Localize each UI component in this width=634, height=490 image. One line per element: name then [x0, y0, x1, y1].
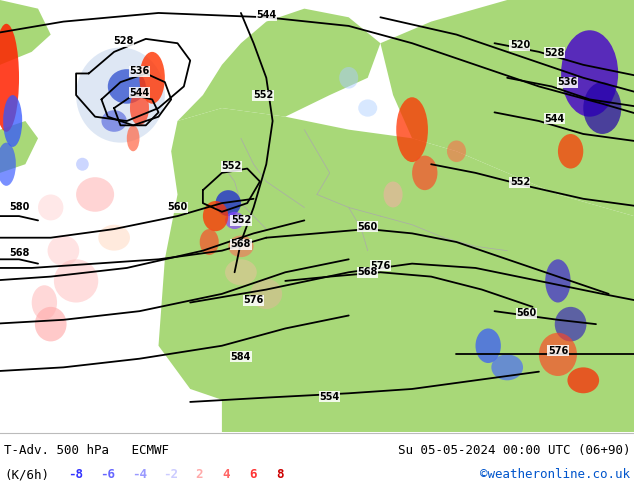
Text: 520: 520: [510, 40, 530, 50]
Ellipse shape: [54, 259, 98, 302]
Text: -6: -6: [100, 468, 115, 481]
Text: 568: 568: [9, 248, 29, 258]
Text: 4: 4: [222, 468, 230, 481]
Ellipse shape: [101, 110, 127, 132]
Ellipse shape: [583, 82, 621, 134]
Text: 576: 576: [548, 346, 568, 356]
Text: 536: 536: [557, 77, 578, 87]
Text: 576: 576: [243, 295, 264, 305]
Text: 528: 528: [545, 48, 565, 58]
Ellipse shape: [250, 279, 282, 309]
Ellipse shape: [412, 156, 437, 190]
Ellipse shape: [200, 229, 219, 255]
Text: 554: 554: [320, 392, 340, 402]
Text: 576: 576: [370, 261, 391, 271]
Ellipse shape: [48, 236, 79, 266]
Polygon shape: [0, 0, 51, 65]
Polygon shape: [178, 9, 380, 121]
Ellipse shape: [545, 259, 571, 302]
Ellipse shape: [555, 307, 586, 342]
Ellipse shape: [0, 143, 16, 186]
Ellipse shape: [76, 48, 165, 143]
Text: ©weatheronline.co.uk: ©weatheronline.co.uk: [480, 468, 630, 481]
Text: 560: 560: [358, 222, 378, 232]
Ellipse shape: [216, 190, 241, 216]
Text: 580: 580: [9, 202, 29, 213]
Text: (K/6h): (K/6h): [4, 468, 49, 481]
Text: 2: 2: [195, 468, 202, 481]
Polygon shape: [0, 121, 38, 173]
Text: 544: 544: [545, 114, 565, 124]
Ellipse shape: [539, 333, 577, 376]
Polygon shape: [380, 0, 634, 216]
Ellipse shape: [76, 158, 89, 171]
Ellipse shape: [491, 354, 523, 380]
Ellipse shape: [561, 30, 618, 117]
Text: 552: 552: [231, 216, 251, 225]
Ellipse shape: [98, 225, 130, 251]
Text: 528: 528: [113, 36, 134, 46]
Ellipse shape: [358, 99, 377, 117]
Text: 552: 552: [510, 177, 530, 187]
Text: 544: 544: [129, 88, 150, 98]
Ellipse shape: [567, 368, 599, 393]
Text: T-Adv. 500 hPa   ECMWF: T-Adv. 500 hPa ECMWF: [4, 444, 169, 457]
Text: 560: 560: [167, 202, 188, 213]
Ellipse shape: [130, 91, 149, 125]
Text: 584: 584: [231, 351, 251, 362]
Ellipse shape: [127, 125, 139, 151]
Ellipse shape: [139, 52, 165, 104]
Ellipse shape: [38, 195, 63, 220]
Text: 568: 568: [231, 239, 251, 249]
Ellipse shape: [396, 97, 428, 162]
Text: -8: -8: [68, 468, 83, 481]
Text: Su 05-05-2024 00:00 UTC (06+90): Su 05-05-2024 00:00 UTC (06+90): [398, 444, 630, 457]
Text: 552: 552: [221, 161, 242, 172]
Ellipse shape: [558, 134, 583, 169]
Ellipse shape: [339, 67, 358, 89]
Ellipse shape: [76, 177, 114, 212]
Text: 6: 6: [249, 468, 257, 481]
Text: -4: -4: [132, 468, 147, 481]
Ellipse shape: [35, 307, 67, 342]
Text: 8: 8: [276, 468, 283, 481]
Ellipse shape: [0, 24, 19, 132]
Ellipse shape: [228, 236, 254, 257]
Ellipse shape: [225, 212, 244, 229]
Text: 560: 560: [516, 308, 536, 318]
Ellipse shape: [384, 181, 403, 207]
Text: 568: 568: [358, 267, 378, 277]
Ellipse shape: [108, 69, 146, 104]
Text: 552: 552: [253, 90, 273, 100]
Text: 544: 544: [256, 10, 276, 20]
Ellipse shape: [225, 259, 257, 285]
Polygon shape: [158, 108, 634, 419]
Ellipse shape: [3, 95, 22, 147]
Ellipse shape: [203, 201, 228, 231]
Text: 536: 536: [129, 66, 150, 76]
Polygon shape: [222, 346, 634, 432]
Text: -2: -2: [163, 468, 178, 481]
Ellipse shape: [447, 141, 466, 162]
Ellipse shape: [32, 285, 57, 320]
Ellipse shape: [476, 328, 501, 363]
